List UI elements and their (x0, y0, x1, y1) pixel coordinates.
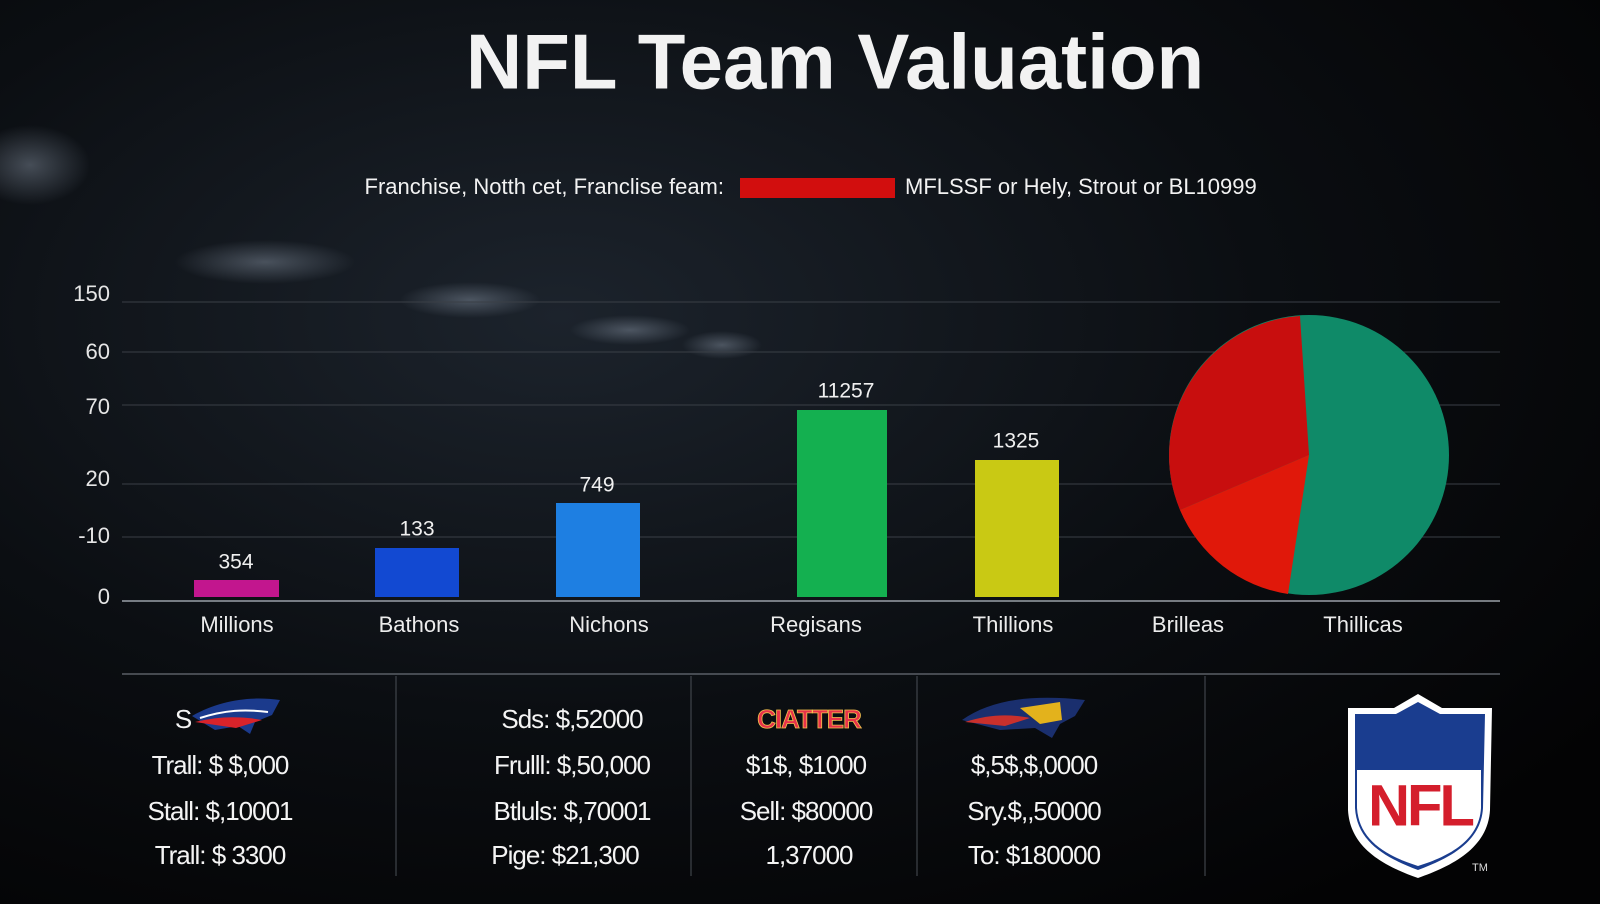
nfl-shield: NFL TM (1348, 694, 1492, 878)
bars: 354 133 749 11257 1325 (194, 380, 1059, 597)
title: NFL Team Valuation (466, 18, 1204, 106)
team-logo (192, 698, 280, 734)
trademark: TM (1472, 862, 1488, 874)
y-tick-label: 150 (73, 281, 110, 306)
y-tick-label: 70 (86, 394, 110, 419)
x-tick-label: Thillions (973, 612, 1054, 637)
team-logo-part (1020, 702, 1062, 724)
stadium-lights-part (175, 240, 355, 284)
stadium-lights-part (682, 331, 762, 359)
table-cell: Sell: $80000 (740, 796, 873, 826)
table-cell: $,5$,$,0000 (971, 750, 1098, 780)
legend-text: MFLSSF or Hely, Strout or BL10999 (905, 174, 1257, 199)
bar (375, 548, 459, 597)
table-cell: 1,37000 (766, 840, 854, 870)
legend: Franchise, Notth cet, Franclise feam: MF… (365, 174, 1257, 199)
table-cell: Pige: $21,300 (491, 840, 639, 870)
y-axis: 150 60 70 20 -10 0 (73, 281, 110, 609)
nfl-shield-part (1357, 770, 1481, 866)
table-cell: Btluls: $,70001 (493, 796, 651, 826)
pie-slice (1169, 316, 1309, 510)
table-cell: To: $180000 (968, 840, 1101, 870)
x-tick-label: Bathons (379, 612, 460, 637)
team-logo-text: CIATTER (757, 704, 862, 734)
table-cell: Trall: $ 3300 (155, 840, 286, 870)
y-tick-label: -10 (78, 523, 110, 548)
team-logo-part (192, 698, 280, 734)
stadium-lights-part (0, 125, 90, 205)
x-axis: Millions Bathons Nichons Regisans Thilli… (200, 612, 1402, 637)
bar-label: 11257 (818, 380, 875, 403)
legend-text: Franchise, Notth cet, Franclise feam: (365, 174, 724, 199)
table-cell: Frulll: $,50,000 (494, 750, 651, 780)
legend-swatch (740, 178, 895, 198)
team-logo-part (199, 709, 269, 719)
table-cell: $1$, $1000 (746, 750, 867, 780)
stadium-lights-part (400, 282, 540, 318)
bar (556, 503, 640, 597)
x-tick-label: Thillicas (1323, 612, 1402, 637)
bar (975, 460, 1059, 597)
bar (194, 580, 279, 597)
team-logo-part (195, 717, 262, 728)
pie-slice (1180, 455, 1309, 594)
x-tick-label: Millions (200, 612, 273, 637)
x-tick-label: Regisans (770, 612, 862, 637)
pie (1169, 315, 1449, 595)
team-logo-part (965, 715, 1030, 726)
y-tick-label: 60 (86, 339, 110, 364)
y-tick-label: 0 (98, 584, 110, 609)
table-cell: Sry.$,,50000 (967, 796, 1101, 826)
stadium-lights (0, 125, 762, 359)
bar-label: 749 (579, 474, 614, 497)
nfl-logo-text: NFL (1368, 773, 1473, 838)
bar-label: 354 (218, 551, 253, 574)
bar (797, 410, 887, 597)
bar-label: 133 (399, 518, 434, 541)
table-cell: Stall: $,10001 (147, 796, 293, 826)
y-tick-label: 20 (86, 466, 110, 491)
bar-label: 1325 (993, 430, 1040, 453)
x-tick-label: Nichons (569, 612, 648, 637)
team-logo (962, 697, 1085, 738)
table: S Trall: $ $,000 Stall: $,10001 Trall: $… (122, 673, 1500, 876)
x-tick-label: Brilleas (1152, 612, 1224, 637)
table-cell: Sds: $,52000 (501, 704, 643, 734)
table-cell: Trall: $ $,000 (152, 750, 289, 780)
team-logo-text: S (175, 704, 192, 734)
stadium-lights-part (570, 315, 690, 345)
